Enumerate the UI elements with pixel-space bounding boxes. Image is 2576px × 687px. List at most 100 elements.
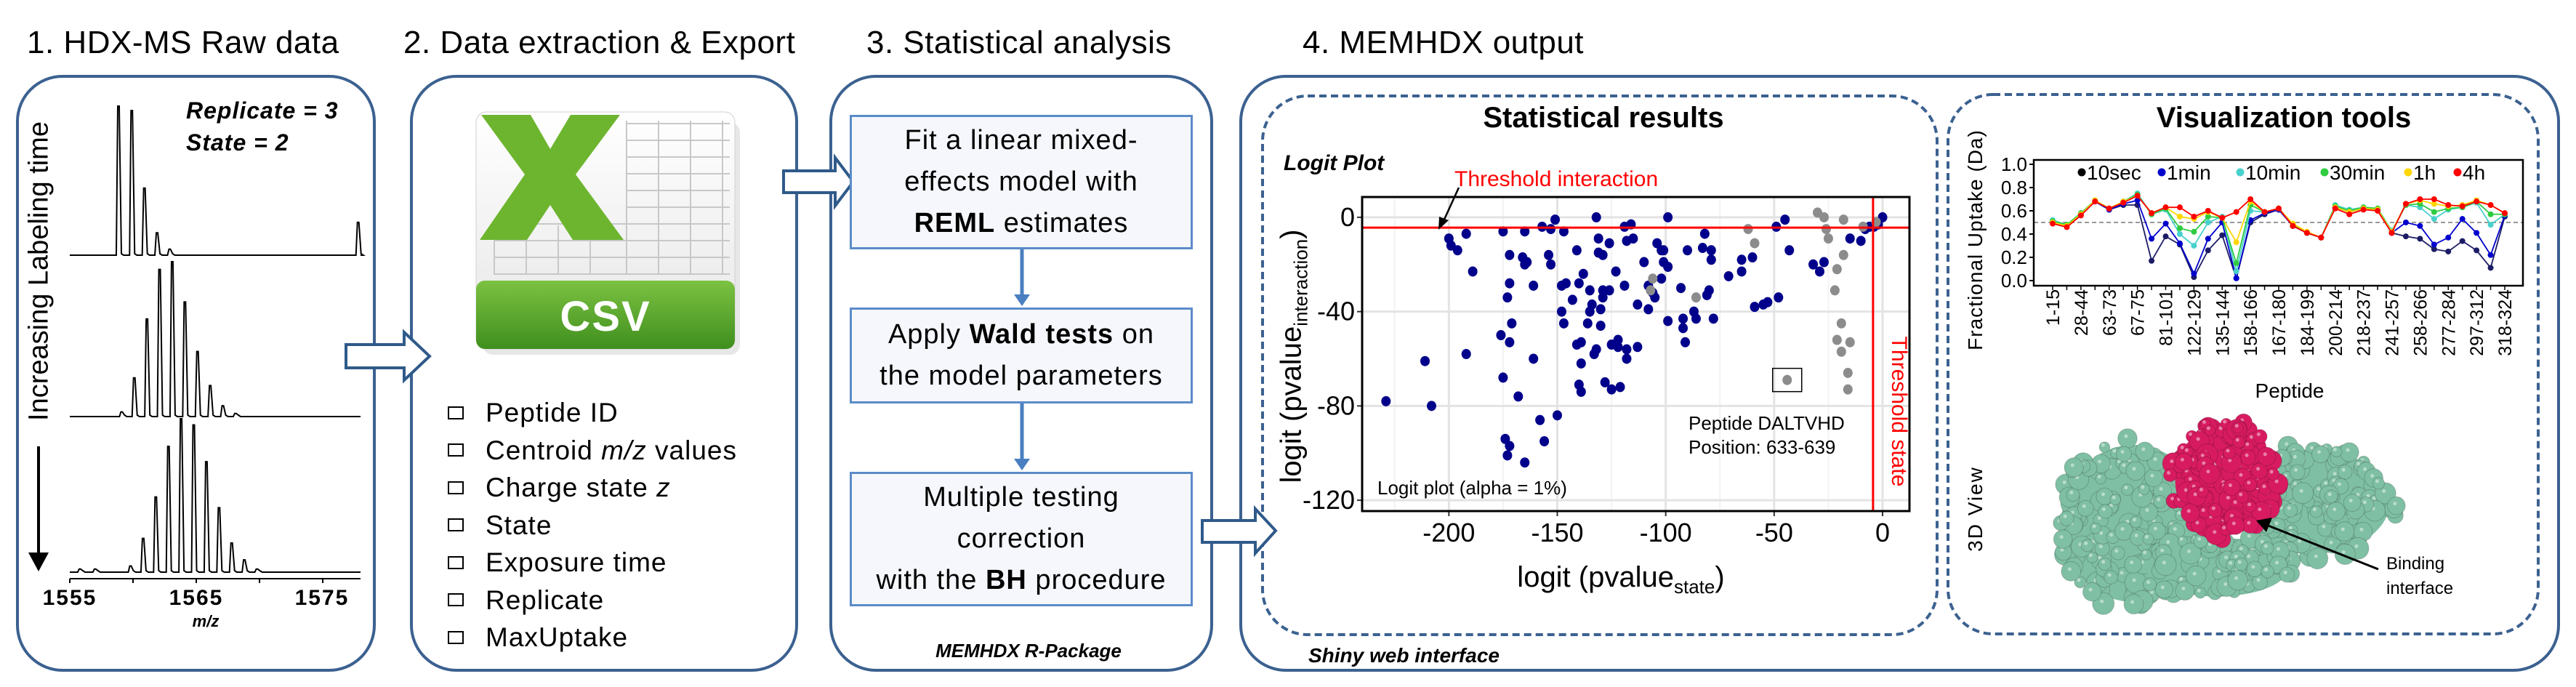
x-tick-label: -50 <box>1755 518 1793 547</box>
protein-highlight <box>2263 544 2268 548</box>
protein-surface-bump <box>2147 521 2166 540</box>
protein-highlight <box>2256 578 2261 582</box>
step3-pre: with the <box>876 565 986 595</box>
protein-highlight <box>2160 548 2165 553</box>
panel3-title: 3. Statistical analysis <box>866 25 1172 60</box>
legend-marker-10min <box>2236 168 2245 177</box>
protein-surface-bump <box>2245 500 2257 513</box>
series-point-4h <box>2120 199 2127 206</box>
data-point <box>1550 214 1561 225</box>
series-point-10min <box>2205 219 2211 225</box>
data-point <box>1628 233 1638 244</box>
protein-highlight <box>2312 507 2317 512</box>
protein-highlight <box>2150 473 2154 478</box>
data-point <box>1723 270 1734 281</box>
data-point <box>1676 283 1686 294</box>
step3-line1: Multiple testing <box>923 482 1119 513</box>
data-point <box>1782 374 1792 385</box>
csv-file-icon <box>475 111 740 355</box>
field-replicate: Replicate <box>448 582 737 619</box>
protein-highlight <box>2348 499 2353 503</box>
field-label: Charge state <box>486 473 657 502</box>
protein-surface-bump <box>2337 464 2353 480</box>
protein-surface-bump <box>2226 516 2245 535</box>
data-point <box>1845 337 1855 347</box>
series-point-4h <box>2459 203 2466 209</box>
protein-surface-bump <box>2053 529 2073 549</box>
data-point <box>1591 212 1601 222</box>
protein-highlight <box>2183 488 2188 492</box>
protein-surface-bump <box>2326 502 2346 521</box>
uptake-y-axis-title: Fractional Uptake (Da) <box>1964 129 1987 350</box>
field-label: Centroid <box>486 435 602 465</box>
series-point-10sec <box>2417 236 2423 242</box>
protein-surface-bump <box>2261 541 2274 555</box>
data-point <box>1663 212 1673 222</box>
series-point-10sec <box>2445 248 2452 254</box>
protein-highlight <box>2144 534 2149 539</box>
protein-highlight <box>2179 537 2183 541</box>
protein-highlight <box>2356 462 2361 466</box>
series-point-1h <box>2233 239 2239 246</box>
protein-highlight <box>2124 486 2128 490</box>
data-point <box>1750 238 1760 249</box>
data-point <box>1639 257 1649 268</box>
protein-highlight <box>2218 426 2223 430</box>
protein-highlight <box>2124 434 2128 438</box>
protein-highlight <box>2247 502 2252 507</box>
protein-highlight <box>2370 473 2375 478</box>
data-point <box>1496 330 1506 341</box>
series-point-4h <box>2219 214 2226 221</box>
protein-surface-bump <box>2194 587 2207 599</box>
statistical-results-title: Statistical results <box>1483 102 1724 134</box>
x-tick-label: 258-266 <box>2410 289 2431 356</box>
data-point <box>1598 292 1608 303</box>
series-point-1min <box>2459 216 2466 222</box>
data-point <box>1736 254 1747 265</box>
field-label-italic: m/z <box>601 435 647 465</box>
step-multiple-testing: Multiple testing correction with the BH … <box>850 472 1193 606</box>
x-tick-label: 277-284 <box>2439 289 2459 356</box>
r-package-label: MEMHDX R-Package <box>935 640 1122 662</box>
fractional-uptake-plot: 0.00.20.40.60.81.0 1-15 28-44 63-73 67-75 81-… <box>2001 153 2524 356</box>
protein-highlight <box>2287 506 2291 510</box>
x-axis-title-text: logit (pvalue <box>1517 561 1674 593</box>
protein-surface-bump <box>2232 422 2244 434</box>
series-point-10sec <box>2459 238 2466 244</box>
protein-highlight <box>2234 424 2239 428</box>
field-label: State <box>486 510 552 540</box>
data-point <box>1598 249 1608 260</box>
data-point <box>1505 278 1515 289</box>
protein-surface-bump <box>2114 521 2134 541</box>
data-point <box>1819 212 1829 222</box>
protein-highlight <box>2363 467 2367 471</box>
protein-surface-bump <box>2235 489 2250 504</box>
x-tick-label: 135-144 <box>2213 289 2233 356</box>
series-point-1min <box>2474 230 2480 236</box>
series-point-30min <box>2233 260 2239 266</box>
panel4-box <box>1239 75 2560 672</box>
protein-highlight <box>2173 527 2177 531</box>
data-point <box>1505 441 1515 451</box>
protein-highlight <box>2077 578 2081 582</box>
data-point <box>1595 321 1606 332</box>
data-point <box>1576 386 1586 397</box>
data-point <box>1520 226 1530 237</box>
protein-highlight <box>2206 426 2210 430</box>
mz-tick-1575: 1575 <box>294 586 350 610</box>
protein-surface-bump <box>2163 467 2178 482</box>
protein-highlight <box>2346 448 2350 452</box>
data-point <box>1821 224 1831 235</box>
legend-label-1min: 1min <box>2167 161 2211 184</box>
series-point-30min <box>2191 228 2197 235</box>
protein-highlight <box>2101 507 2106 512</box>
data-point <box>1706 254 1716 265</box>
protein-highlight <box>2230 514 2234 518</box>
spectrum-trace <box>70 105 366 256</box>
data-point <box>1743 224 1753 235</box>
data-point <box>1561 278 1571 289</box>
spectrum-trace <box>70 418 361 573</box>
step1-rest: estimates <box>995 208 1129 238</box>
data-point <box>1736 266 1747 277</box>
legend-label-1h: 1h <box>2413 161 2436 184</box>
